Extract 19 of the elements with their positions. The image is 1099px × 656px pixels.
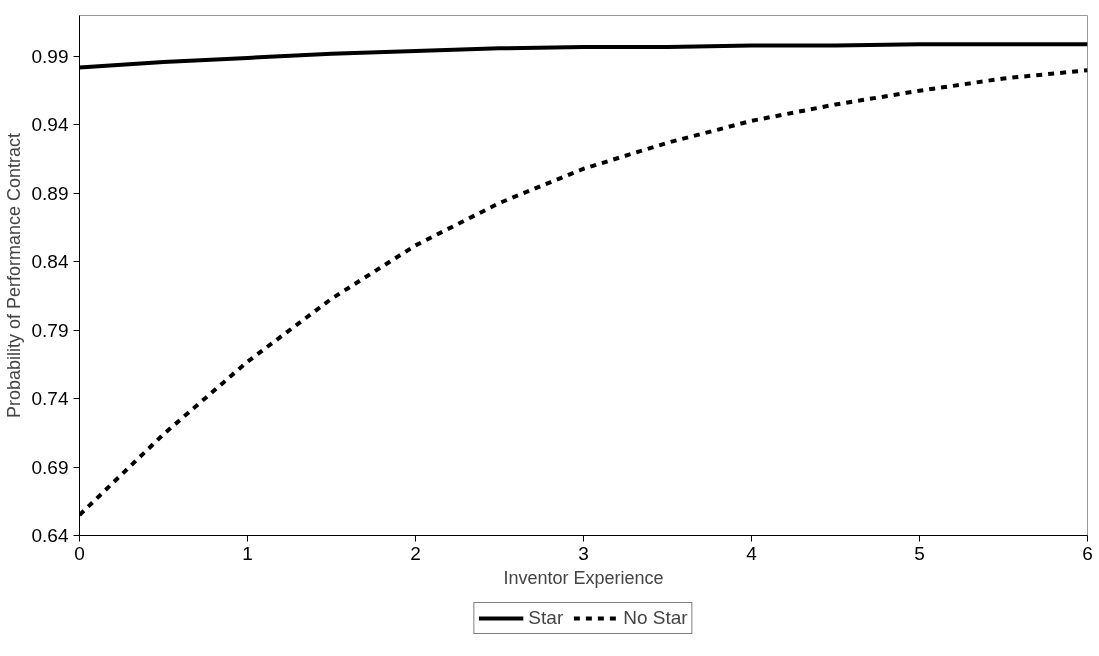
y-axis-title: Probability of Performance Contract (3, 132, 24, 419)
x-tick-label: 4 (746, 542, 758, 564)
x-tick-label: 2 (410, 542, 421, 564)
x-tick-label: 3 (578, 542, 589, 564)
x-tick-label: 6 (1082, 542, 1093, 564)
y-tick-label: 0.99 (31, 46, 69, 68)
x-tick-label: 0 (74, 542, 85, 564)
x-tick-label: 1 (242, 542, 253, 564)
y-tick-label: 0.79 (31, 319, 69, 341)
y-tick-label: 0.74 (31, 388, 69, 410)
x-tick-label: 5 (914, 542, 925, 564)
y-tick-label: 0.89 (31, 182, 69, 204)
x-axis-title: Inventor Experience (503, 567, 664, 588)
y-tick-label: 0.69 (31, 456, 69, 478)
legend-label: No Star (623, 607, 688, 629)
legend-label: Star (528, 607, 564, 629)
y-tick-label: 0.94 (31, 114, 69, 136)
y-tick-label: 0.64 (31, 525, 69, 546)
y-tick-label: 0.84 (31, 251, 69, 273)
